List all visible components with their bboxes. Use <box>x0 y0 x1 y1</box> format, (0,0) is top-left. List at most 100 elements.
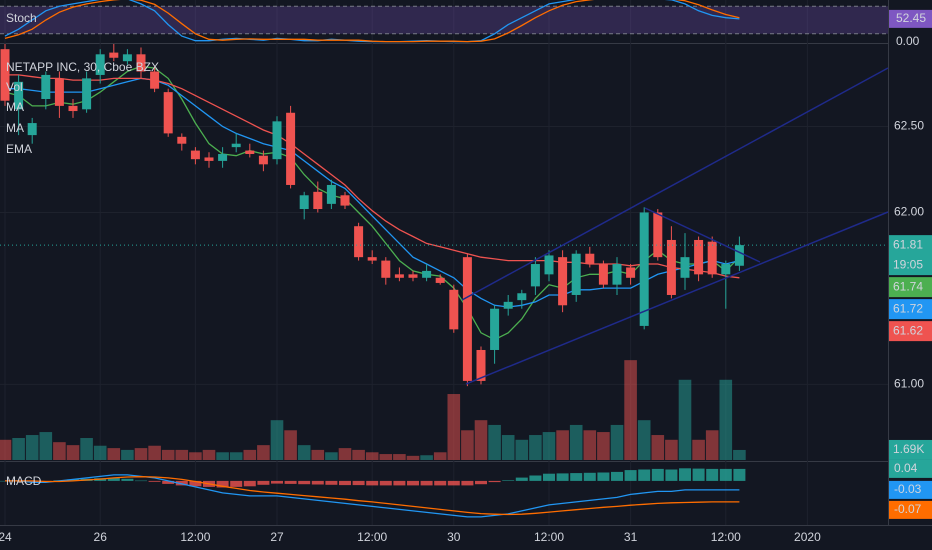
volume-bar <box>107 448 121 460</box>
volume-bar <box>461 430 474 460</box>
candle-body <box>694 239 704 275</box>
price-tag <box>889 9 932 28</box>
candle-body <box>150 71 160 89</box>
candle-body <box>122 54 132 62</box>
x-tick-label: 27 <box>270 530 284 544</box>
histogram-bar <box>121 478 134 481</box>
candle-body <box>408 274 418 278</box>
candle-body <box>14 81 24 110</box>
candle-body <box>326 184 336 204</box>
volume-bar <box>189 452 202 460</box>
candle-body <box>286 112 296 185</box>
histogram-bar <box>407 480 419 486</box>
histogram-bar <box>719 468 732 481</box>
price-tag-label: -0.07 <box>894 502 922 516</box>
candle-body <box>612 264 622 285</box>
histogram-bar <box>679 468 691 481</box>
histogram-bar <box>665 469 678 481</box>
volume-bar <box>379 454 393 460</box>
volume-bar <box>352 449 365 460</box>
histogram-bar <box>692 468 705 481</box>
legend-ma: MA <box>6 100 24 114</box>
price-tag-label: 61.72 <box>893 301 923 315</box>
volume-bar <box>53 442 66 460</box>
histogram-bar <box>257 480 270 485</box>
x-tick-label: 12:00 <box>180 530 210 544</box>
candle-body <box>490 308 500 350</box>
candle-body <box>707 241 717 275</box>
candle-body <box>517 293 527 301</box>
histogram-bar <box>461 480 474 486</box>
histogram-bar <box>624 470 637 481</box>
volume-bar <box>284 430 297 460</box>
candle-body <box>245 150 255 155</box>
histogram-bar <box>706 468 719 481</box>
price-tag-label: -0.03 <box>894 482 922 496</box>
countdown: 19:05 <box>893 257 923 271</box>
candle-body <box>190 150 200 160</box>
price-tag-label: 61.74 <box>893 279 923 293</box>
price-tag-label: 0.00 <box>896 34 920 48</box>
volume-bar <box>705 430 719 460</box>
volume-bar <box>161 449 175 460</box>
candle-body <box>680 257 690 278</box>
price-tag-label: 1.69K <box>893 442 924 456</box>
volume-bar <box>420 455 433 460</box>
candle-body <box>639 212 649 326</box>
volume-bar <box>148 445 161 460</box>
candle-body <box>340 195 350 206</box>
volume-bar <box>134 448 148 460</box>
trend-line <box>465 211 889 385</box>
histogram-bar <box>556 473 569 481</box>
volume-bar <box>433 452 447 460</box>
volume-bar <box>556 430 569 460</box>
volume-bar <box>365 452 379 460</box>
price-tag-label: 61.62 <box>893 323 923 337</box>
candle-body <box>218 154 228 161</box>
volume-bar <box>665 439 678 460</box>
legend-stoch: Stoch <box>6 11 37 25</box>
volume-bar <box>474 420 488 460</box>
histogram-bar <box>475 480 487 485</box>
candle-body <box>272 121 282 160</box>
volume-bar <box>0 439 12 460</box>
legend-vol: Vol <box>6 80 23 94</box>
volume-bar <box>692 439 705 460</box>
histogram-bar <box>515 477 528 481</box>
histogram-bar <box>175 480 188 486</box>
candle-body <box>231 143 241 148</box>
volume-bar <box>583 430 597 460</box>
candle-body <box>313 191 323 210</box>
histogram-bar <box>597 472 610 481</box>
candle-body <box>449 289 459 330</box>
histogram-bar <box>543 473 555 481</box>
histogram-bar <box>135 480 147 482</box>
candle-body <box>177 136 187 144</box>
volume-bar <box>12 438 25 460</box>
indicator-line <box>5 476 740 516</box>
x-tick-label: 12:00 <box>711 530 741 544</box>
indicator-line <box>4 0 740 43</box>
y-tick-label: 62.00 <box>894 205 924 219</box>
candle-body <box>571 253 581 295</box>
volume-bar <box>719 379 733 460</box>
candle-body <box>422 270 432 278</box>
histogram-bar <box>583 472 596 481</box>
candle-body <box>544 255 554 275</box>
histogram-bar <box>284 480 297 484</box>
candle-body <box>666 239 676 295</box>
candle-body <box>476 349 486 381</box>
x-tick-label: 2020 <box>794 530 821 544</box>
candle-body <box>68 105 78 112</box>
y-tick-label: 62.50 <box>894 119 924 133</box>
candle-body <box>41 74 51 100</box>
volume-bar <box>488 424 501 460</box>
price-tag <box>889 277 932 298</box>
volume-bar <box>515 439 529 460</box>
volume-bar <box>175 449 189 460</box>
candle-body <box>734 245 744 266</box>
histogram-bar <box>529 475 542 481</box>
volume-bar <box>66 445 80 460</box>
volume-bar <box>733 449 746 460</box>
